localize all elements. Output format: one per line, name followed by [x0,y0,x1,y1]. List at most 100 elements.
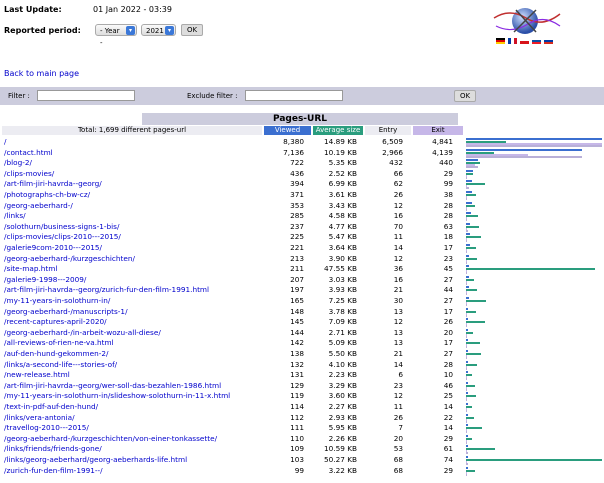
viewed-cell: 109 [290,444,304,454]
avg-size-bar [466,225,479,228]
page-url-link[interactable]: / [4,137,7,146]
page-url-link[interactable]: /georg-aeberhard-/kurzgeschichten/ [4,253,135,263]
entry-cell: 66 [393,168,403,178]
entry-cell: 21 [393,349,403,358]
avg-size-bar [466,141,506,143]
month-select-value: - Year - [100,27,120,47]
entry-cell: 53 [393,444,403,454]
entry-cell: 11 [393,232,403,242]
avg-size-bar [466,257,477,260]
avg-size-bar [466,384,475,387]
page-url-link[interactable]: /text-in-pdf-auf-den-hund/ [4,402,99,411]
entry-bar [466,418,467,421]
table-row: /links/285 4.58 KB 16 28 [0,211,604,222]
page-url-link[interactable]: /my-11-years-in-solothurn-in/slideshow-s… [4,391,231,401]
table-row: /links/friends/friends-gone/109 10.59 KB 5… [0,444,604,455]
filter-input[interactable] [37,90,135,101]
avg-size-cell: 50.27 KB [324,455,357,464]
flag-de-icon[interactable] [496,38,505,44]
page-url-link[interactable]: /georg-aeberhard-/in-arbeit-wozu-all-die… [4,327,161,337]
entry-cell: 62 [393,179,403,189]
viewed-bar [466,201,472,204]
viewed-cell: 145 [290,317,304,327]
table-row: /galerie9-1998---2009/207 3.03 KB 16 27 [0,275,604,286]
row-bars [466,296,604,307]
exit-cell: 38 [443,190,453,199]
table-row: /georg-aeberhard-/ 353 3.43 KB 12 28 [0,201,604,212]
page-url-link[interactable]: /new-release.html [4,370,70,380]
page-url-link[interactable]: /art-film-jiri-havrda--georg/zurich-fur-… [4,285,210,295]
viewed-bar [466,169,473,172]
exit-cell: 4,841 [432,137,453,146]
page-url-link[interactable]: /contact.html [4,147,53,157]
avg-size-cell: 2.71 KB [328,327,357,337]
viewed-cell: 119 [290,391,304,401]
entry-cell: 12 [393,200,403,210]
month-select[interactable]: - Year - ▾ [95,24,137,47]
page-url-link[interactable]: /recent-captures-april-2020/ [4,317,107,327]
page-url-link[interactable]: /auf-den-hund-gekommen-2/ [4,349,109,358]
page-url-link[interactable]: /georg-aeberhard-/manuscripts-1/ [4,306,128,316]
flag-sk-icon[interactable] [532,38,541,44]
exclude-filter-input[interactable] [245,90,343,101]
page-url-link[interactable]: /galerie9com-2010---2015/ [4,243,102,252]
page-url-link[interactable]: /photographs-ch-bw-cz/ [4,190,91,199]
exit-bar [466,325,467,328]
page-url-link[interactable]: /art-film-jiri-havrda--georg/wer-soll-da… [4,380,222,390]
flag-cz-icon[interactable] [520,38,529,44]
page-url-link[interactable]: /art-film-jiri-havrda--georg/ [4,179,102,189]
page-url-link[interactable]: /links/friends/friends-gone/ [4,444,102,454]
total-label: Total: 1,699 different pages-url [2,126,262,135]
avg-size-bar [466,321,485,324]
table-row: /georg-aeberhard-/kurzgeschichten/213 3.9… [0,254,604,265]
flag-fr-icon[interactable] [508,38,517,44]
page-url-link[interactable]: /georg-aeberhard-/kurzgeschichten/von-ei… [4,433,218,443]
avg-size-bar [466,162,480,165]
page-url-link[interactable]: /georg-aeberhard-/ [4,200,73,210]
page-url-link[interactable]: /travellog-2010---2015/ [4,423,89,433]
entry-bar [466,259,467,262]
viewed-bar [466,233,470,236]
entry-cell: 432 [389,158,403,168]
page-url-link[interactable]: /links/a-second-life---stories-of/ [4,359,118,369]
filter-ok-button[interactable]: OK [454,90,476,102]
exit-cell: 28 [443,211,453,221]
page-url-link[interactable]: /clips-movies/clips-2010---2015/ [4,232,121,242]
row-bars [466,211,604,222]
page-url-link[interactable]: /links/georg-aeberhard/georg-aeberhards-… [4,455,188,464]
back-to-main-link[interactable]: Back to main page [4,69,80,78]
entry-bar [466,143,602,145]
exit-cell: 20 [443,327,453,337]
page-url-link[interactable]: /zurich-fur-den-film-1991--/ [4,465,103,475]
period-ok-button[interactable]: OK [181,24,203,36]
viewed-cell: 144 [290,327,304,337]
row-bars [466,370,604,381]
viewed-cell: 142 [290,338,304,348]
flag-ru-icon[interactable] [544,38,553,44]
entry-cell: 16 [393,211,403,221]
exit-cell: 17 [443,338,453,348]
entry-bar [466,450,467,453]
col-entry-header: Entry [365,126,411,135]
exit-cell: 29 [443,465,453,475]
entry-cell: 13 [393,338,403,348]
page-url-link[interactable]: /links/ [4,211,26,221]
row-bars [466,232,604,243]
page-url-link[interactable]: /my-11-years-in-solothurn-in/ [4,296,111,305]
page-url-link[interactable]: /clips-movies/ [4,168,55,178]
row-bars [466,381,604,392]
row-bars [466,275,604,286]
page-url-link[interactable]: /blog-2/ [4,158,32,168]
page-url-link[interactable]: /galerie9-1998---2009/ [4,274,87,284]
page-url-link[interactable]: /links/vera-antonia/ [4,412,75,422]
year-select[interactable]: 2021 ▾ [141,24,176,36]
entry-cell: 14 [393,243,403,252]
page-url-link[interactable]: /all-reviews-of-rien-ne-va.html [4,338,114,348]
avg-size-cell: 2.23 KB [328,370,357,380]
exit-bar [466,452,468,455]
viewed-bar [466,445,468,448]
page-url-link[interactable]: /site-map.html [4,264,58,274]
table-row: /georg-aeberhard-/kurzgeschichten/von-ei… [0,434,604,445]
entry-bar [466,386,467,389]
page-url-link[interactable]: /solothurn/business-signs-1-bis/ [4,221,120,231]
